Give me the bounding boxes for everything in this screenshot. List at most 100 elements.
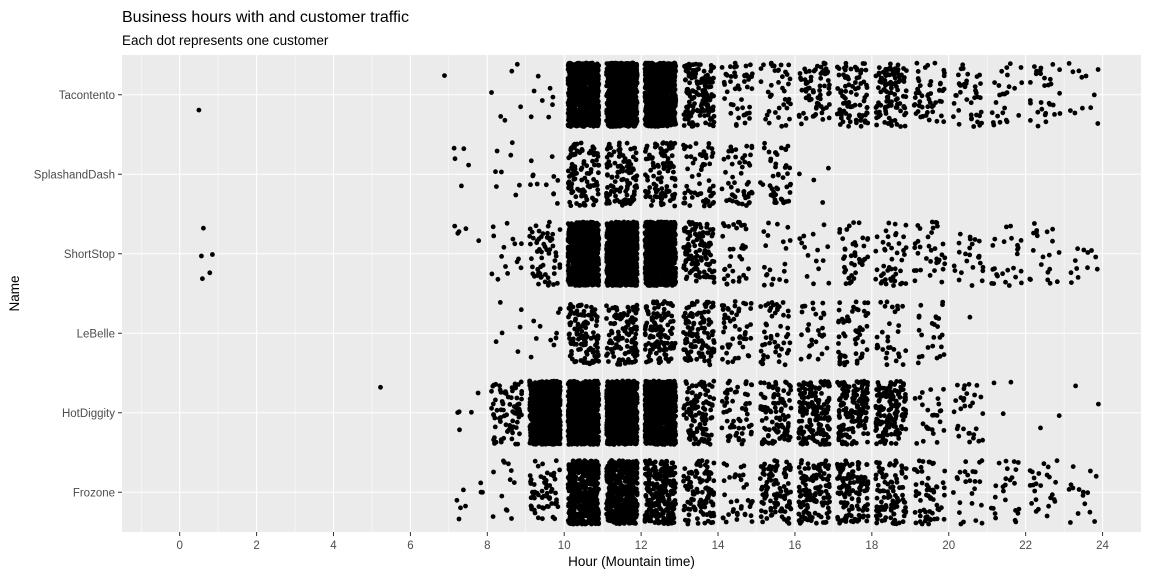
data-point — [1000, 110, 1006, 116]
data-point — [747, 104, 752, 110]
data-point — [780, 175, 786, 181]
data-point — [744, 143, 750, 149]
data-point — [721, 79, 727, 85]
data-point — [696, 92, 701, 98]
data-point — [672, 191, 678, 197]
data-point — [578, 258, 584, 263]
data-point — [894, 69, 900, 74]
data-point — [774, 185, 779, 191]
data-point — [565, 244, 571, 250]
data-point — [655, 92, 661, 98]
data-point — [901, 66, 906, 71]
data-point — [652, 109, 657, 115]
data-point — [1043, 119, 1049, 125]
data-point — [902, 123, 908, 129]
data-point — [1047, 76, 1053, 82]
data-point — [711, 119, 717, 125]
data-point — [570, 86, 576, 91]
data-point — [745, 194, 751, 200]
data-point — [775, 171, 781, 177]
data-point — [808, 96, 814, 102]
data-point — [611, 68, 617, 74]
data-point — [681, 123, 687, 128]
data-point — [685, 90, 691, 96]
data-point — [659, 186, 665, 192]
data-point — [630, 166, 636, 172]
data-point — [1019, 80, 1025, 86]
data-point — [810, 89, 816, 95]
data-point — [650, 122, 656, 128]
data-point — [578, 240, 584, 246]
data-point — [882, 71, 888, 77]
data-point — [593, 270, 599, 276]
data-point — [937, 88, 942, 93]
data-point — [797, 171, 802, 177]
data-point — [509, 68, 515, 74]
data-point — [1080, 105, 1085, 111]
data-point — [688, 121, 694, 127]
data-point — [837, 122, 843, 127]
data-point — [693, 141, 699, 146]
data-point — [545, 223, 551, 229]
data-point — [1042, 83, 1047, 88]
data-point — [826, 91, 831, 97]
data-point — [742, 73, 747, 78]
data-point — [707, 122, 713, 127]
data-point — [701, 149, 707, 155]
data-point — [956, 121, 962, 127]
data-point — [568, 62, 574, 67]
data-point — [495, 276, 501, 282]
data-point — [738, 170, 744, 176]
data-point — [570, 96, 575, 102]
data-point — [888, 79, 894, 85]
data-point — [589, 116, 594, 122]
data-point — [911, 102, 917, 108]
data-point — [728, 184, 734, 190]
data-point — [633, 150, 639, 156]
data-point — [927, 82, 933, 88]
data-point — [822, 61, 828, 67]
data-point — [604, 194, 609, 200]
data-point — [742, 153, 748, 158]
data-point — [748, 152, 753, 158]
data-point — [999, 68, 1005, 74]
data-point — [1047, 102, 1053, 107]
data-point — [1076, 68, 1082, 74]
data-point — [784, 184, 790, 190]
data-point — [766, 120, 772, 126]
data-point — [632, 184, 638, 190]
data-point — [533, 223, 539, 229]
data-point — [845, 103, 851, 109]
data-point — [787, 76, 793, 82]
data-point — [583, 263, 588, 269]
plot-panel — [122, 55, 1141, 532]
data-point — [1028, 118, 1033, 123]
data-point — [989, 110, 995, 116]
data-point — [621, 67, 627, 73]
data-point — [579, 109, 585, 115]
data-point — [811, 177, 817, 183]
data-point — [579, 89, 584, 94]
data-point — [915, 76, 921, 81]
data-point — [534, 249, 540, 254]
data-point — [887, 100, 893, 106]
data-point — [951, 101, 957, 106]
data-point — [992, 80, 997, 85]
data-point — [884, 89, 889, 95]
data-point — [625, 184, 630, 189]
chart-subtitle: Each dot represents one customer — [122, 33, 329, 48]
data-point — [545, 235, 551, 240]
data-point — [546, 280, 552, 285]
data-point — [579, 193, 584, 199]
data-point — [874, 122, 879, 128]
data-point — [595, 98, 601, 104]
data-point — [568, 281, 573, 286]
data-point — [749, 143, 755, 149]
data-point — [820, 200, 826, 205]
data-point — [624, 140, 630, 146]
data-point — [595, 187, 601, 193]
data-point — [577, 116, 583, 121]
data-point — [730, 174, 735, 180]
data-point — [565, 122, 571, 128]
data-point — [707, 161, 713, 167]
